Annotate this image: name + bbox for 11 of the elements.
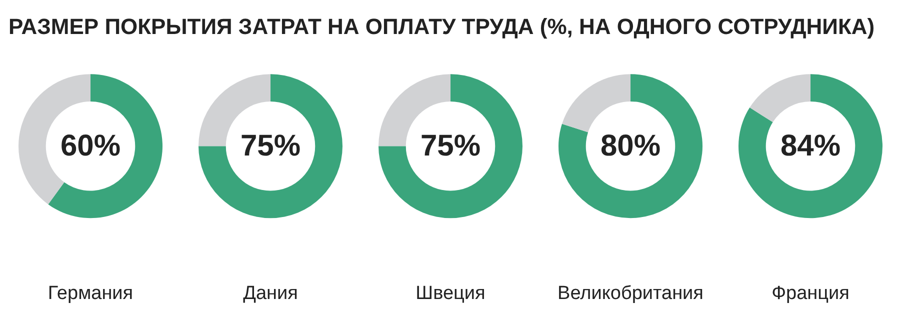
text: Великобритания bbox=[558, 283, 704, 304]
data-label: 75% bbox=[240, 130, 301, 163]
text: Франция bbox=[772, 283, 850, 304]
text: РАЗМЕР ПОКРЫТИЯ ЗАТРАТ НА ОПЛАТУ ТРУДА (%, НА ОДНОГО СОТРУДНИКА) bbox=[8, 14, 875, 39]
data-label: 80% bbox=[600, 130, 661, 163]
text: Швеция bbox=[416, 283, 486, 304]
text: Германия bbox=[48, 283, 134, 304]
data-label: 60% bbox=[60, 130, 121, 163]
data-label: 75% bbox=[420, 130, 481, 163]
data-label: 84% bbox=[780, 130, 841, 163]
text: Дания bbox=[243, 283, 298, 304]
